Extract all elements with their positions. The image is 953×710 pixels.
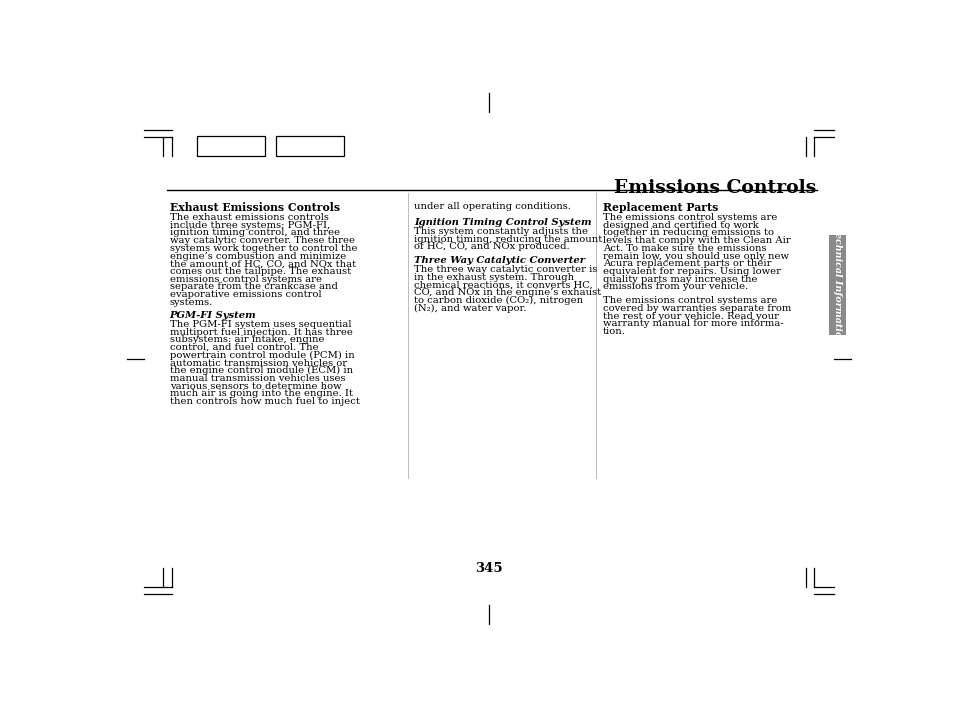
Text: quality parts may increase the: quality parts may increase the (602, 275, 757, 283)
Text: to carbon dioxide (CO₂), nitrogen: to carbon dioxide (CO₂), nitrogen (414, 296, 582, 305)
Text: emissions from your vehicle.: emissions from your vehicle. (602, 283, 747, 291)
Text: covered by warranties separate from: covered by warranties separate from (602, 304, 790, 313)
Bar (275, 136, 344, 156)
Text: comes out the tailpipe. The exhaust: comes out the tailpipe. The exhaust (170, 267, 351, 276)
Text: way catalytic converter. These three: way catalytic converter. These three (170, 236, 355, 245)
Text: equivalent for repairs. Using lower: equivalent for repairs. Using lower (602, 267, 781, 276)
Text: ignition timing control, and three: ignition timing control, and three (170, 229, 339, 237)
Text: Acura replacement parts or their: Acura replacement parts or their (602, 259, 771, 268)
Text: include three systems: PGM-FI,: include three systems: PGM-FI, (170, 221, 330, 230)
Text: evaporative emissions control: evaporative emissions control (170, 290, 321, 299)
Text: multiport fuel injection. It has three: multiport fuel injection. It has three (170, 328, 352, 337)
Text: subsystems: air intake, engine: subsystems: air intake, engine (170, 335, 324, 344)
Text: Emissions Controls: Emissions Controls (614, 179, 816, 197)
Text: The emissions control systems are: The emissions control systems are (602, 296, 777, 305)
Text: chemical reactions, it converts HC,: chemical reactions, it converts HC, (414, 280, 592, 290)
Text: The three way catalytic converter is: The three way catalytic converter is (414, 266, 597, 274)
Text: CO, and NOx in the engine’s exhaust: CO, and NOx in the engine’s exhaust (414, 288, 600, 297)
Text: remain low, you should use only new: remain low, you should use only new (602, 251, 788, 261)
Text: The emissions control systems are: The emissions control systems are (602, 213, 777, 222)
Text: engine’s combustion and minimize: engine’s combustion and minimize (170, 251, 346, 261)
Text: under all operating conditions.: under all operating conditions. (414, 202, 570, 212)
Text: The exhaust emissions controls: The exhaust emissions controls (170, 213, 328, 222)
Text: then controls how much fuel to inject: then controls how much fuel to inject (170, 397, 359, 406)
Text: Technical Information: Technical Information (832, 226, 841, 344)
Text: levels that comply with the Clean Air: levels that comply with the Clean Air (602, 236, 790, 245)
Text: control, and fuel control. The: control, and fuel control. The (170, 343, 318, 352)
Text: much air is going into the engine. It: much air is going into the engine. It (170, 389, 352, 398)
Text: The PGM-FI system uses sequential: The PGM-FI system uses sequential (170, 320, 351, 329)
Text: powertrain control module (PCM) in: powertrain control module (PCM) in (170, 351, 354, 360)
Text: PGM-FI System: PGM-FI System (170, 311, 256, 320)
Text: (N₂), and water vapor.: (N₂), and water vapor. (414, 304, 525, 313)
Text: the amount of HC, CO, and NOx that: the amount of HC, CO, and NOx that (170, 259, 355, 268)
Text: Exhaust Emissions Controls: Exhaust Emissions Controls (170, 202, 339, 213)
Text: in the exhaust system. Through: in the exhaust system. Through (414, 273, 574, 282)
Text: emissions control systems are: emissions control systems are (170, 275, 321, 283)
Text: manual transmission vehicles uses: manual transmission vehicles uses (170, 374, 345, 383)
Text: warranty manual for more informa-: warranty manual for more informa- (602, 320, 782, 328)
Text: designed and certified to work: designed and certified to work (602, 221, 758, 230)
Text: Three Way Catalytic Converter: Three Way Catalytic Converter (414, 256, 584, 265)
Text: together in reducing emissions to: together in reducing emissions to (602, 229, 773, 237)
Text: 345: 345 (475, 562, 502, 575)
Text: tion.: tion. (602, 327, 625, 336)
Text: of HC, CO, and NOx produced.: of HC, CO, and NOx produced. (414, 242, 569, 251)
Text: various sensors to determine how: various sensors to determine how (170, 382, 341, 390)
Text: automatic transmission vehicles or: automatic transmission vehicles or (170, 359, 346, 368)
Text: systems.: systems. (170, 297, 213, 307)
Text: the rest of your vehicle. Read your: the rest of your vehicle. Read your (602, 312, 778, 321)
Text: the engine control module (ECM) in: the engine control module (ECM) in (170, 366, 353, 376)
Text: ignition timing, reducing the amount: ignition timing, reducing the amount (414, 234, 601, 244)
Bar (196, 136, 265, 156)
Text: Act. To make sure the emissions: Act. To make sure the emissions (602, 244, 765, 253)
Text: This system constantly adjusts the: This system constantly adjusts the (414, 227, 587, 236)
Text: systems work together to control the: systems work together to control the (170, 244, 356, 253)
Text: Replacement Parts: Replacement Parts (602, 202, 718, 213)
Text: separate from the crankcase and: separate from the crankcase and (170, 283, 337, 291)
Bar (828, 235, 845, 335)
Text: Ignition Timing Control System: Ignition Timing Control System (414, 218, 591, 226)
